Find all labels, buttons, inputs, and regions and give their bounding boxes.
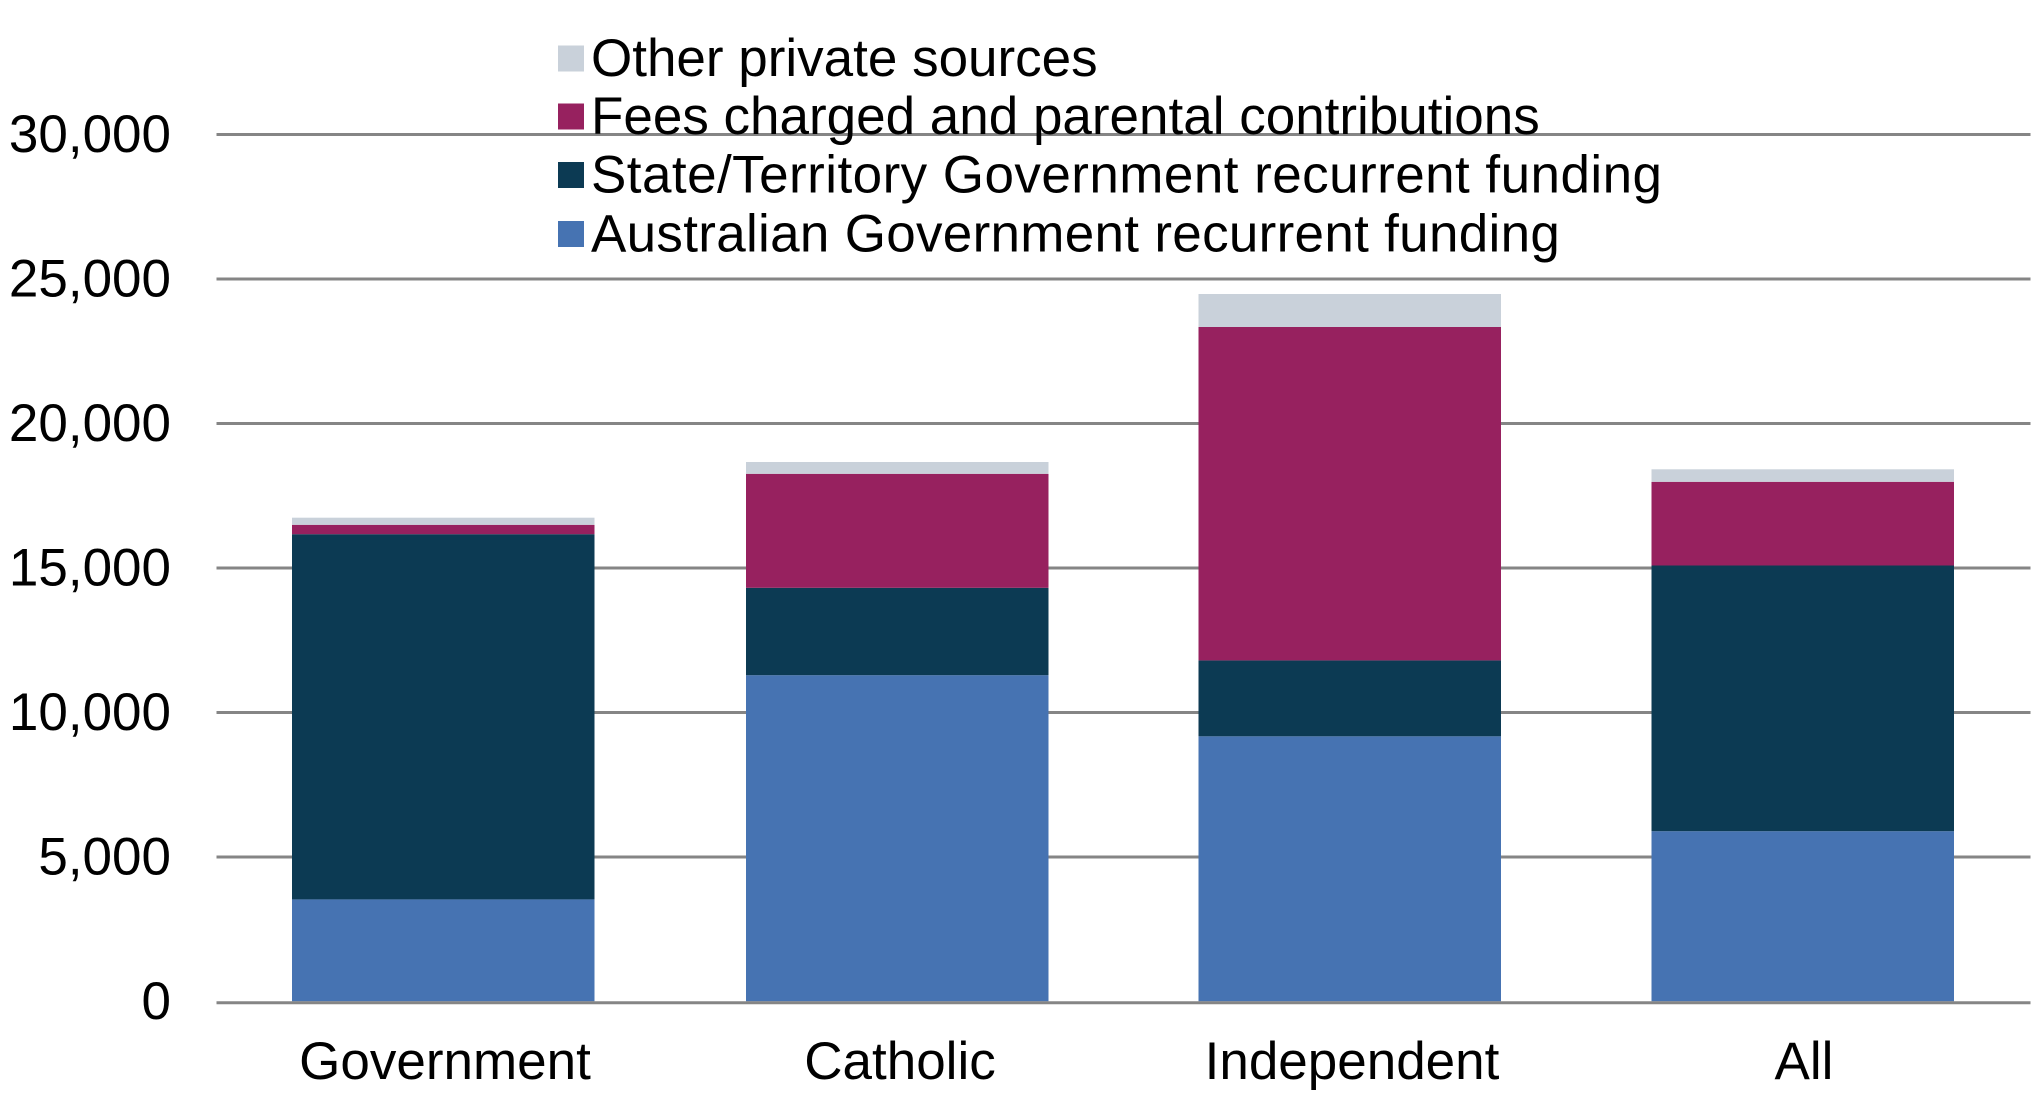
svg-text:Independent: Independent bbox=[1205, 1032, 1500, 1091]
svg-text:0: 0 bbox=[142, 972, 171, 1031]
svg-text:5,000: 5,000 bbox=[38, 828, 171, 887]
svg-text:State/Territory Government rec: State/Territory Government recurrent fun… bbox=[591, 146, 1662, 205]
svg-text:25,000: 25,000 bbox=[9, 250, 171, 309]
svg-text:30,000: 30,000 bbox=[9, 105, 171, 164]
svg-text:Government: Government bbox=[299, 1032, 591, 1091]
svg-text:Catholic: Catholic bbox=[804, 1032, 995, 1091]
svg-text:Fees charged and parental cont: Fees charged and parental contributions bbox=[591, 87, 1540, 146]
svg-text:Australian Government recurren: Australian Government recurrent funding bbox=[591, 205, 1560, 264]
svg-text:15,000: 15,000 bbox=[9, 539, 171, 598]
svg-text:All: All bbox=[1775, 1032, 1834, 1091]
svg-text:10,000: 10,000 bbox=[9, 683, 171, 742]
svg-text:20,000: 20,000 bbox=[9, 394, 171, 453]
svg-text:Other private sources: Other private sources bbox=[591, 29, 1098, 88]
